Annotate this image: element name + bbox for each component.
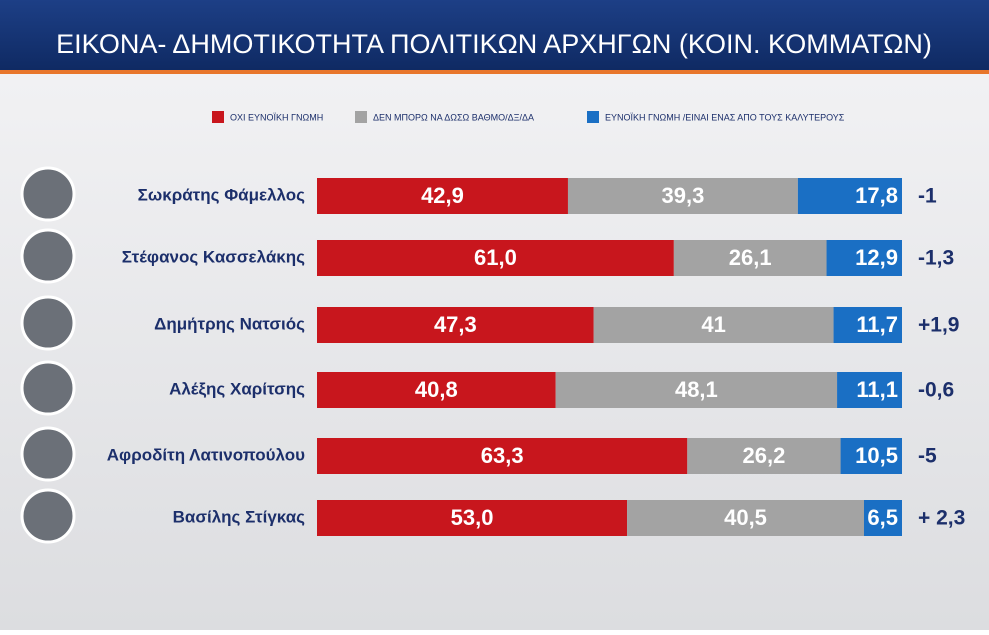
photo (20, 488, 76, 544)
value-label: 40,8 (415, 377, 458, 402)
value-label: 6,5 (867, 505, 898, 530)
value-label: 17,8 (855, 183, 898, 208)
value-label: 47,3 (434, 312, 477, 337)
bar-segment (317, 438, 688, 474)
category-label: Βασίλης Στίγκας (173, 507, 306, 526)
change-label: -0,6 (918, 379, 954, 402)
legend-swatch (587, 111, 599, 123)
value-label: 11,1 (856, 377, 898, 402)
bar-segment (567, 178, 798, 214)
value-label: 26,1 (729, 245, 772, 270)
photo (20, 295, 76, 351)
bar-segment (837, 372, 902, 408)
bar-segment (317, 240, 674, 276)
bar-segment (863, 500, 902, 536)
photo (20, 360, 76, 416)
category-label: Σωκράτης Φάμελλος (138, 185, 306, 204)
photo (20, 166, 76, 222)
bar-segment (627, 500, 864, 536)
bar-segment (555, 372, 838, 408)
bar-segment (593, 307, 834, 343)
chart-title: ΕΙΚΟΝΑ- ΔΗΜΟΤΙΚΟΤΗΤΑ ΠΟΛΙΤΙΚΩΝ ΑΡΧΗΓΩΝ (… (56, 29, 932, 59)
photo (20, 426, 76, 482)
value-label: 39,3 (662, 183, 705, 208)
change-label: -1,3 (918, 247, 954, 270)
header (0, 0, 989, 70)
header-stripe (0, 70, 989, 74)
value-label: 11,7 (856, 312, 898, 337)
bar-segment (687, 438, 841, 474)
value-label: 48,1 (675, 377, 718, 402)
bar-segment (317, 372, 556, 408)
change-label: -1 (918, 185, 937, 208)
photo (20, 228, 76, 284)
bar-segment (673, 240, 827, 276)
bar-segment (317, 178, 568, 214)
change-label: +1,9 (918, 314, 959, 337)
category-label: Αλέξης Χαρίτσης (169, 379, 305, 398)
bar-segment (317, 500, 628, 536)
category-label: Αφροδίτη Λατινοπούλου (107, 445, 305, 464)
bar-segment (840, 438, 902, 474)
legend-swatch (355, 111, 367, 123)
value-label: 26,2 (743, 443, 786, 468)
legend-label: ΟΧΙ ΕΥΝΟΪΚΗ ΓΝΩΜΗ (230, 112, 323, 122)
legend-label: ΕΥΝΟΪΚΗ ΓΝΩΜΗ /ΕΙΝΑΙ ΕΝΑΣ ΑΠΟ ΤΟΥΣ ΚΑΛΥΤ… (605, 112, 845, 122)
value-label: 61,0 (474, 245, 517, 270)
value-label: 42,9 (421, 183, 464, 208)
value-label: 40,5 (724, 505, 767, 530)
category-label: Στέφανος Κασσελάκης (122, 247, 305, 266)
legend-swatch (212, 111, 224, 123)
value-label: 10,5 (855, 443, 898, 468)
legend-label: ΔΕΝ ΜΠΟΡΩ ΝΑ ΔΩΣΩ ΒΑΘΜΟ/ΔΞ/ΔΑ (373, 112, 534, 122)
value-label: 53,0 (451, 505, 494, 530)
bar-segment (826, 240, 902, 276)
value-label: 63,3 (481, 443, 524, 468)
bar-segment (833, 307, 902, 343)
value-label: 12,9 (855, 245, 898, 270)
category-label: Δημήτρης Νατσιός (154, 314, 305, 333)
change-label: -5 (918, 445, 937, 468)
value-label: 41 (701, 312, 725, 337)
bar-segment (797, 178, 902, 214)
bar-segment (317, 307, 594, 343)
change-label: + 2,3 (918, 507, 965, 530)
